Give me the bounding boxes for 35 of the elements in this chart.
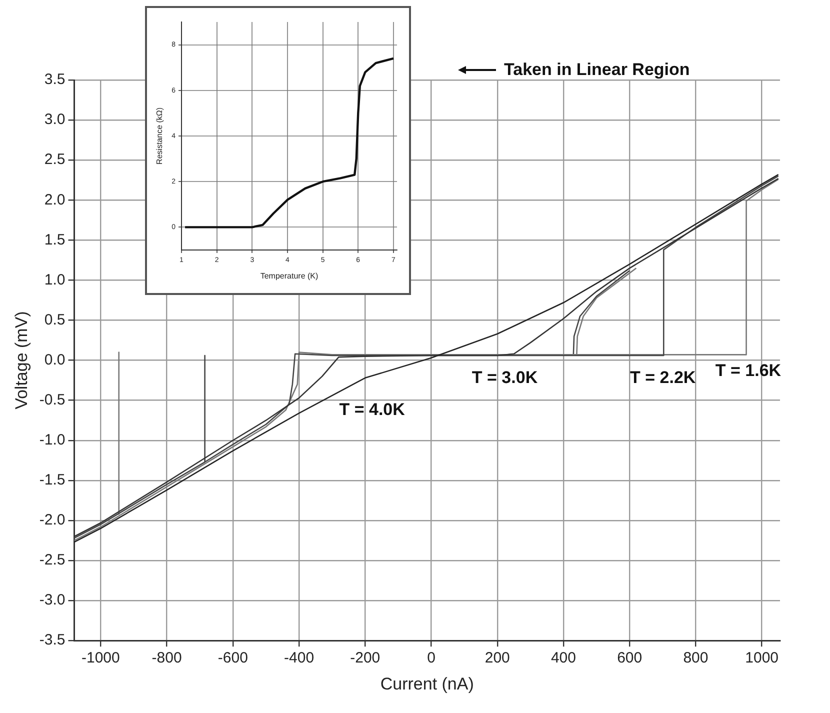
y-axis-title: Voltage (mV) xyxy=(12,311,31,410)
y-tick-label: 1.0 xyxy=(44,271,66,288)
y-tick-label: -0.5 xyxy=(39,391,66,408)
y-tick-label: 0.5 xyxy=(44,311,66,328)
y-tick-label: 3.5 xyxy=(44,71,66,88)
y-tick-label: -2.5 xyxy=(39,552,66,569)
series-label: T = 4.0K xyxy=(339,400,406,419)
series-label: T = 3.0K xyxy=(472,368,538,387)
y-tick-label: 2.0 xyxy=(44,191,66,208)
y-tick-label: 0.0 xyxy=(44,351,66,368)
x-tick-label: 600 xyxy=(617,650,642,667)
y-tick-label: -3.5 xyxy=(39,632,66,649)
y-tick-label: -1.5 xyxy=(39,472,66,489)
x-tick-label: -800 xyxy=(152,650,182,667)
x-tick-label: -1000 xyxy=(82,650,120,667)
y-tick-label: 3.0 xyxy=(44,111,66,128)
x-tick-label: -400 xyxy=(284,650,314,667)
y-tick-label: 2.5 xyxy=(44,151,66,168)
x-tick-label: -200 xyxy=(350,650,380,667)
y-axis-title: Resistance (kΩ) xyxy=(155,107,164,165)
x-axis-title: Current (nA) xyxy=(380,674,474,694)
y-tick-label: -2.0 xyxy=(39,512,66,529)
series-label: T = 1.6K xyxy=(715,361,782,380)
x-tick-label: 800 xyxy=(683,650,708,667)
y-tick-label: -1.0 xyxy=(39,432,66,449)
x-tick-label: 400 xyxy=(550,650,576,667)
x-axis-title: Temperature (K) xyxy=(260,271,318,280)
y-tick-label: -3.0 xyxy=(39,592,66,609)
x-tick-label: -600 xyxy=(218,650,248,667)
x-tick-label: 0 xyxy=(427,650,436,667)
text: Taken in Linear Region xyxy=(504,60,690,80)
series-label: T = 2.2K xyxy=(630,368,696,387)
x-tick-label: 1000 xyxy=(745,650,779,667)
y-tick-label: 1.5 xyxy=(44,231,66,248)
x-tick-label: 200 xyxy=(484,650,510,667)
